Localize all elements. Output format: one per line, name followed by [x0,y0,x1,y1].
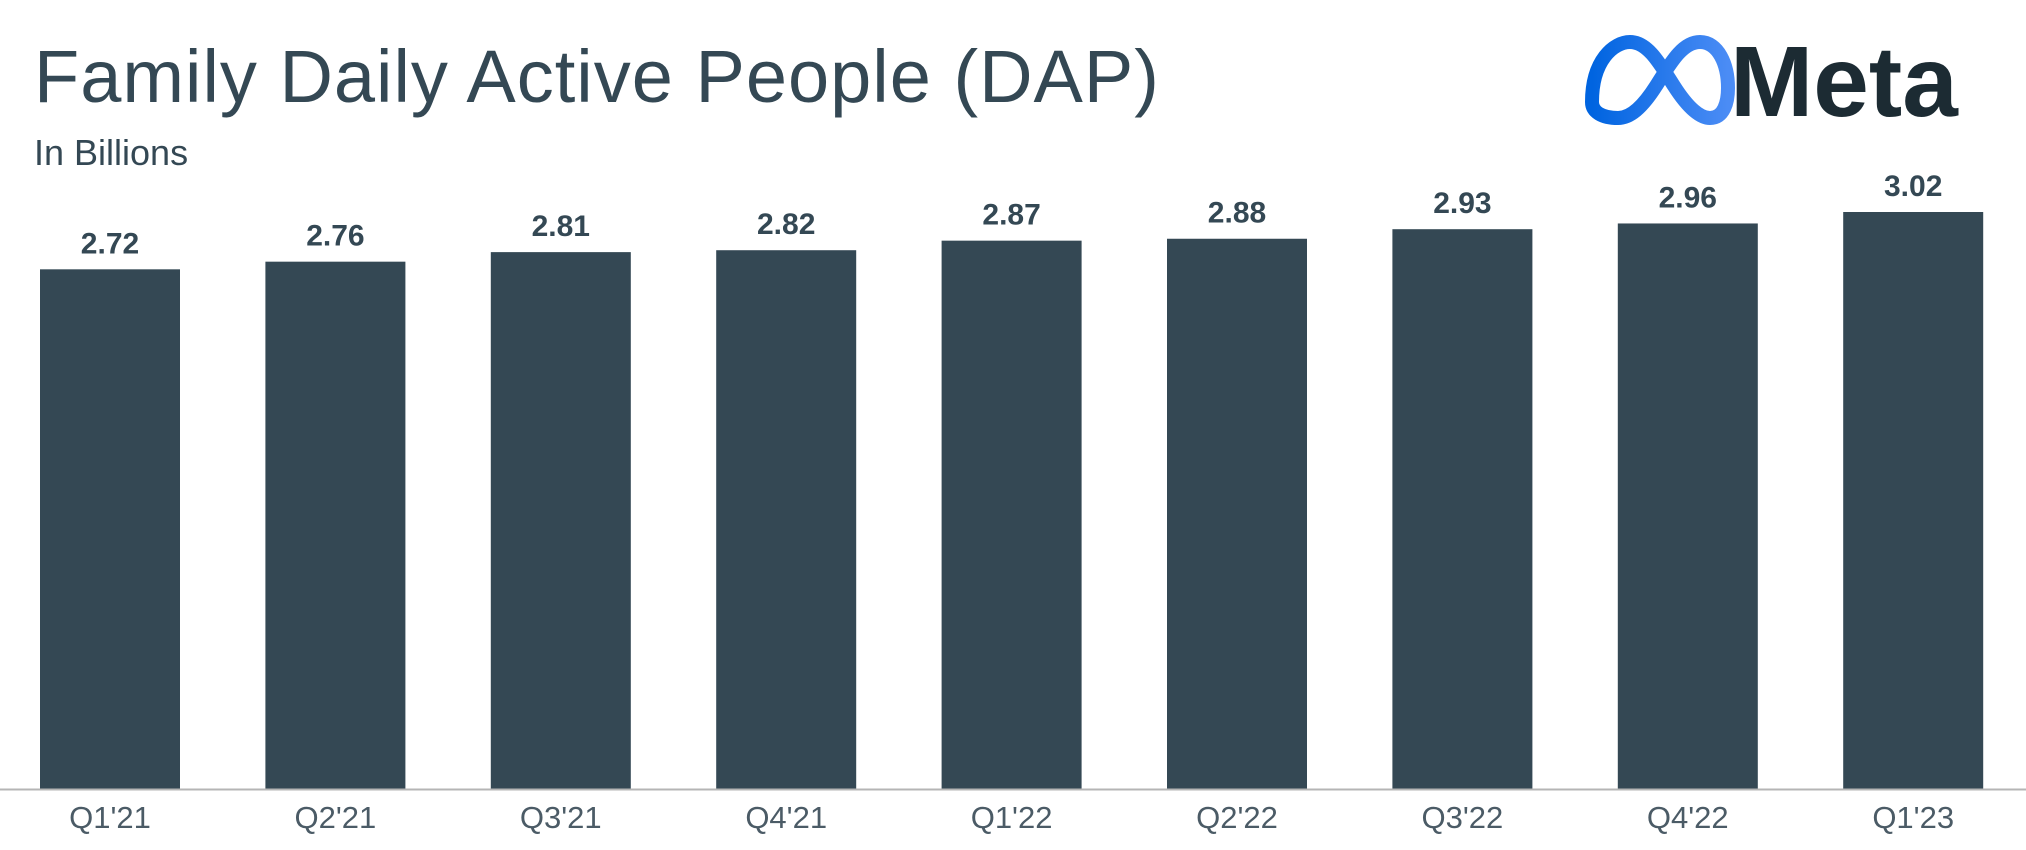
x-tick-label: Q1'23 [1872,800,1954,835]
chart-subtitle: In Billions [34,132,189,173]
value-label: 2.96 [1659,181,1717,214]
value-labels-group: 2.72 2.76 2.81 2.82 2.87 2.88 2.93 2.96 3.02 [81,170,1943,260]
meta-logo: Meta [1585,30,1959,130]
x-tick-label: Q2'22 [1196,800,1278,835]
value-label: 2.81 [532,210,590,243]
bar-Q2'22 [1167,238,1307,789]
meta-infinity-icon [1585,35,1735,125]
bars-group [40,212,1984,790]
x-tick-label: Q1'22 [971,800,1053,835]
bar-Q1'21 [40,269,180,789]
x-tick-label: Q4'21 [745,800,827,835]
value-label: 2.76 [306,220,364,253]
chart-title: Family Daily Active People (DAP) [34,35,1160,118]
value-label: 2.93 [1433,187,1491,220]
value-label: 2.87 [982,199,1040,232]
value-label: 2.88 [1208,197,1266,230]
bar-Q3'21 [490,252,631,790]
bar-Q1'22 [941,240,1082,789]
value-label: 3.02 [1884,170,1942,203]
meta-wordmark: Meta [1730,30,1959,130]
bar-Q1'23 [1843,212,1984,789]
bar-Q4'22 [1617,223,1758,790]
value-label: 2.82 [757,208,815,241]
bar-Q3'22 [1392,229,1533,789]
x-tick-label: Q1'21 [69,800,151,835]
x-tick-label: Q3'22 [1422,800,1504,835]
x-tick-label: Q4'22 [1647,800,1729,835]
value-label: 2.72 [81,227,139,260]
x-axis-tick-labels: Q1'21 Q2'21 Q3'21 Q4'21 Q1'22 Q2'22 Q3'22 Q4'22… [69,800,1954,835]
bar-Q2'21 [265,261,406,789]
bar-Q4'21 [716,250,857,789]
x-tick-label: Q2'21 [295,800,377,835]
x-tick-label: Q3'21 [520,800,602,835]
